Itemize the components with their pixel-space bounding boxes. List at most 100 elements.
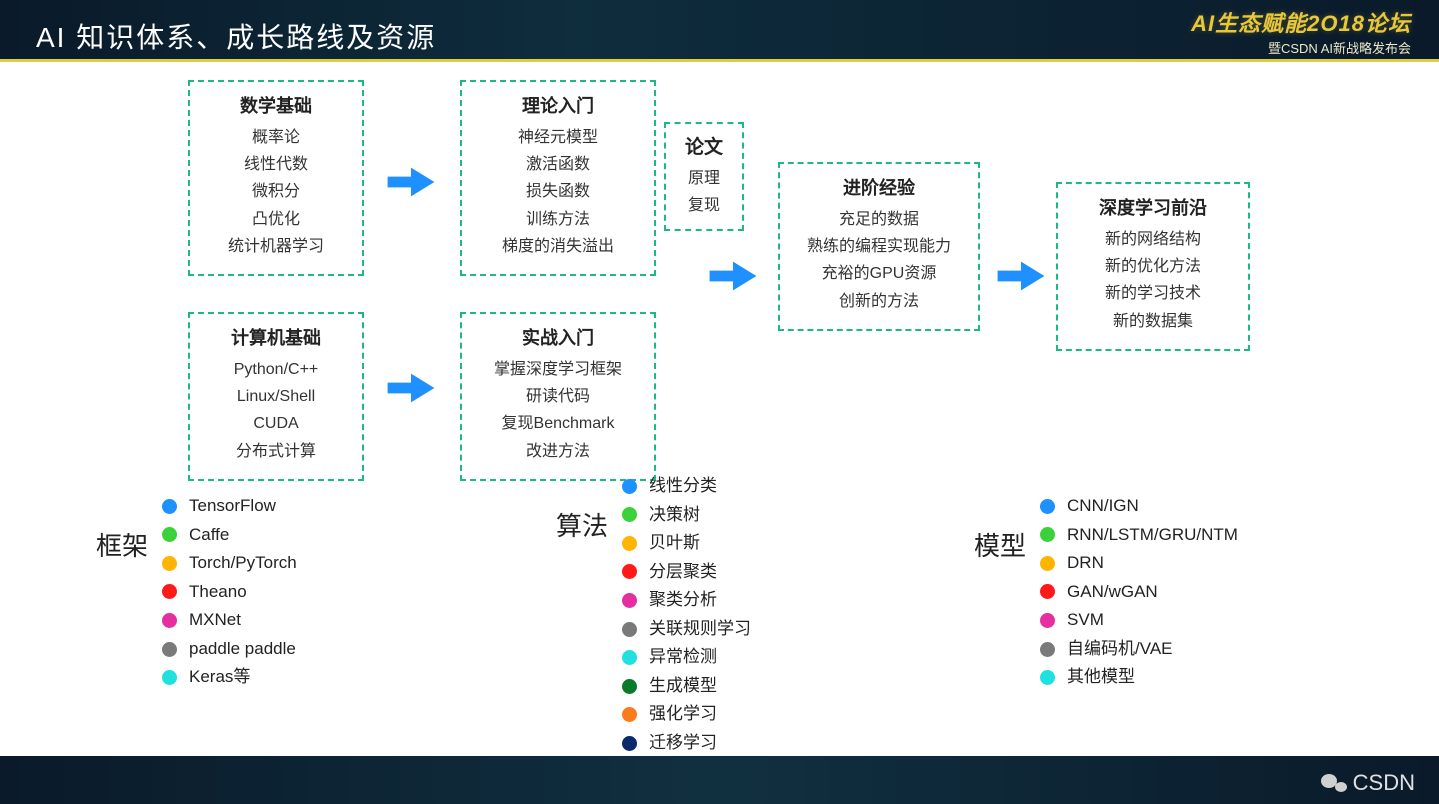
box-theory: 理论入门 神经元模型激活函数损失函数训练方法梯度的消失溢出 <box>460 80 656 276</box>
box-item: Python/C++ <box>204 356 348 383</box>
box-item: 充裕的GPU资源 <box>794 260 964 287</box>
box-item: 新的数据集 <box>1072 308 1234 335</box>
bullet-dot <box>622 593 637 608</box>
box-cs: 计算机基础 Python/C++Linux/ShellCUDA分布式计算 <box>188 312 364 481</box>
list-item: 强化学习 <box>622 700 751 729</box>
list-item-text: DRN <box>1067 549 1104 578</box>
list-item: 决策树 <box>622 501 751 530</box>
list-item: RNN/LSTM/GRU/NTM <box>1040 521 1238 550</box>
list-item: 聚类分析 <box>622 586 751 615</box>
footer-brand-text: CSDN <box>1353 770 1415 796</box>
box-adv-title: 进阶经验 <box>794 174 964 200</box>
box-adv-items: 充足的数据熟练的编程实现能力充裕的GPU资源创新的方法 <box>794 206 964 315</box>
list-item-text: RNN/LSTM/GRU/NTM <box>1067 521 1238 550</box>
list-item-text: 关联规则学习 <box>649 615 751 644</box>
list-algorithm-label: 算法 <box>556 506 608 543</box>
list-item-text: MXNet <box>189 606 241 635</box>
box-item: 创新的方法 <box>794 288 964 315</box>
bullet-dot <box>622 479 637 494</box>
arrow-icon <box>706 256 760 296</box>
list-item: 迁移学习 <box>622 729 751 758</box>
box-paper-items: 原理复现 <box>674 165 734 219</box>
bullet-dot <box>1040 499 1055 514</box>
box-advanced: 进阶经验 充足的数据熟练的编程实现能力充裕的GPU资源创新的方法 <box>778 162 980 331</box>
list-item-text: 自编码机/VAE <box>1067 635 1172 664</box>
box-pract: 实战入门 掌握深度学习框架研读代码复现Benchmark改进方法 <box>460 312 656 481</box>
bullet-dot <box>622 564 637 579</box>
box-paper-title: 论文 <box>674 132 734 159</box>
list-item-text: 异常检测 <box>649 643 717 672</box>
box-item: 复现 <box>674 192 734 219</box>
box-item: 激活函数 <box>476 151 640 178</box>
bullet-dot <box>162 613 177 628</box>
arrow-icon <box>384 162 438 202</box>
footer-band: CSDN <box>0 756 1439 804</box>
list-item: TensorFlow <box>162 492 297 521</box>
bullet-dot <box>162 584 177 599</box>
list-item: 关联规则学习 <box>622 615 751 644</box>
list-item-text: 迁移学习 <box>649 729 717 758</box>
list-item-text: Keras等 <box>189 663 250 692</box>
bullet-dot <box>622 650 637 665</box>
bullet-dot <box>162 670 177 685</box>
box-item: 损失函数 <box>476 178 640 205</box>
list-item-text: 分层聚类 <box>649 558 717 587</box>
box-item: 分布式计算 <box>204 438 348 465</box>
box-item: 熟练的编程实现能力 <box>794 233 964 260</box>
box-pract-title: 实战入门 <box>476 324 640 350</box>
list-item: 线性分类 <box>622 472 751 501</box>
bullet-dot <box>1040 642 1055 657</box>
bullet-dot <box>162 499 177 514</box>
list-item: GAN/wGAN <box>1040 578 1238 607</box>
list-item: paddle paddle <box>162 635 297 664</box>
bullet-dot <box>1040 613 1055 628</box>
list-item-text: CNN/IGN <box>1067 492 1139 521</box>
list-item-text: paddle paddle <box>189 635 296 664</box>
box-item: 线性代数 <box>204 151 348 178</box>
box-item: 训练方法 <box>476 206 640 233</box>
bullet-dot <box>622 736 637 751</box>
bullet-dot <box>162 642 177 657</box>
bullet-dot <box>162 527 177 542</box>
list-model: 模型 CNN/IGNRNN/LSTM/GRU/NTMDRNGAN/wGANSVM… <box>974 492 1238 692</box>
box-item: 新的学习技术 <box>1072 280 1234 307</box>
list-item: DRN <box>1040 549 1238 578</box>
box-item: 梯度的消失溢出 <box>476 233 640 260</box>
bullet-dot <box>622 707 637 722</box>
box-item: 微积分 <box>204 178 348 205</box>
list-model-label: 模型 <box>974 526 1026 563</box>
box-item: 改进方法 <box>476 438 640 465</box>
arrow-icon <box>384 368 438 408</box>
box-item: 概率论 <box>204 124 348 151</box>
arrow-icon <box>994 256 1048 296</box>
list-item-text: SVM <box>1067 606 1104 635</box>
box-math-title: 数学基础 <box>204 92 348 118</box>
list-item: 贝叶斯 <box>622 529 751 558</box>
bullet-dot <box>622 536 637 551</box>
bullet-dot <box>1040 584 1055 599</box>
list-model-items: CNN/IGNRNN/LSTM/GRU/NTMDRNGAN/wGANSVM自编码… <box>1040 492 1238 692</box>
box-theory-title: 理论入门 <box>476 92 640 118</box>
diagram-canvas: 数学基础 概率论线性代数微积分凸优化统计机器学习 计算机基础 Python/C+… <box>0 62 1439 756</box>
list-item-text: 聚类分析 <box>649 586 717 615</box>
list-item-text: 生成模型 <box>649 672 717 701</box>
box-item: Linux/Shell <box>204 383 348 410</box>
list-item-text: Caffe <box>189 521 229 550</box>
box-item: 充足的数据 <box>794 206 964 233</box>
list-algorithm: 算法 线性分类决策树贝叶斯分层聚类聚类分析关联规则学习异常检测生成模型强化学习迁… <box>556 472 751 786</box>
box-math-items: 概率论线性代数微积分凸优化统计机器学习 <box>204 124 348 260</box>
box-cs-items: Python/C++Linux/ShellCUDA分布式计算 <box>204 356 348 465</box>
footer-brand: CSDN <box>1321 770 1415 796</box>
box-pract-items: 掌握深度学习框架研读代码复现Benchmark改进方法 <box>476 356 640 465</box>
list-item-text: TensorFlow <box>189 492 276 521</box>
box-frontier: 深度学习前沿 新的网络结构新的优化方法新的学习技术新的数据集 <box>1056 182 1250 351</box>
logo-line1: AI生态赋能2O18论坛 <box>1191 6 1411 38</box>
list-framework: 框架 TensorFlowCaffeTorch/PyTorchTheanoMXN… <box>96 492 297 692</box>
bullet-dot <box>622 507 637 522</box>
list-item: 异常检测 <box>622 643 751 672</box>
list-item: 分层聚类 <box>622 558 751 587</box>
box-item: 原理 <box>674 165 734 192</box>
box-item: 新的网络结构 <box>1072 226 1234 253</box>
list-item-text: 强化学习 <box>649 700 717 729</box>
event-logo: AI生态赋能2O18论坛 暨CSDN AI新战略发布会 <box>1191 6 1411 57</box>
